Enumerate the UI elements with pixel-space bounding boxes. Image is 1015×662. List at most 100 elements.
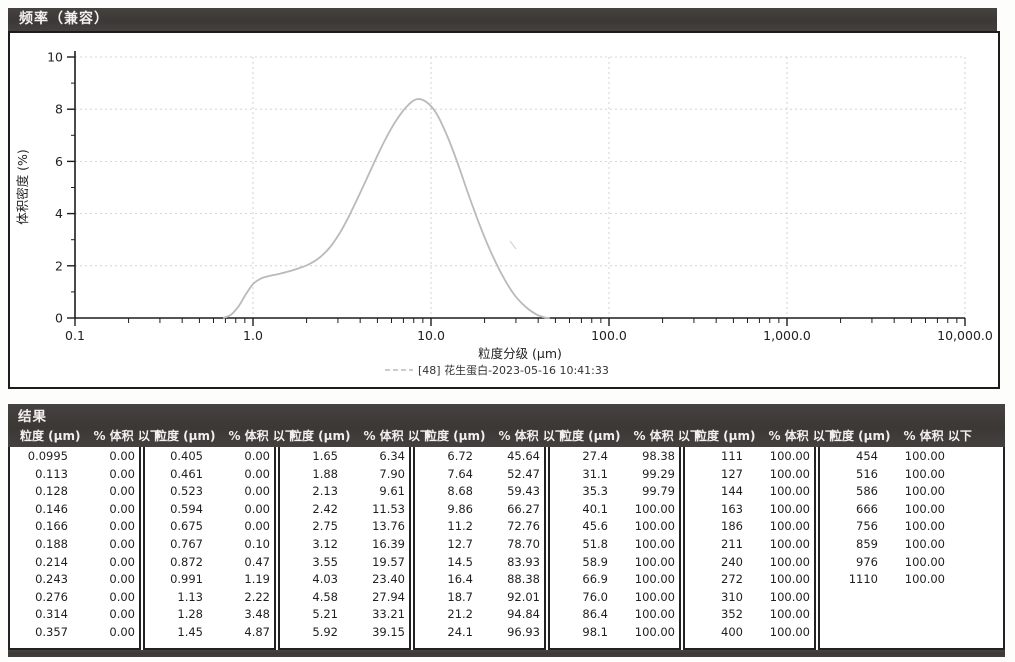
table-row: 35.3 99.79 (550, 483, 681, 501)
table-row: 2.13 9.61 (280, 483, 411, 501)
percent-cell: 83.93 (507, 554, 540, 569)
percent-cell: 100.00 (634, 624, 675, 639)
size-cell: 31.1 (582, 466, 608, 481)
percent-cell: 0.00 (109, 519, 135, 534)
table-row: 163 100.00 (685, 501, 816, 519)
percent-cell: 100.00 (904, 536, 945, 551)
table-row: 976 100.00 (820, 554, 951, 572)
percent-column-header: % 体积 以下 (903, 429, 972, 443)
table-row: 516 100.00 (820, 466, 951, 484)
size-cell: 352 (721, 607, 743, 622)
chart-title-bar: 频率（兼容） (8, 8, 997, 31)
size-cell: 0.128 (35, 484, 68, 499)
table-row: 666 100.00 (820, 501, 951, 519)
size-cell: 144 (721, 484, 743, 499)
table-row: 86.4 100.00 (550, 606, 681, 624)
column-group-header: 粒度 (μm) % 体积 以下 (818, 427, 1003, 444)
percent-cell: 1.19 (244, 572, 270, 587)
size-cell: 0.0995 (27, 449, 68, 463)
table-row: 586 100.00 (820, 483, 951, 501)
table-row: 240 100.00 (685, 554, 816, 572)
size-cell: 1.45 (177, 624, 203, 639)
size-cell: 14.5 (447, 554, 473, 569)
size-cell: 8.68 (447, 484, 473, 499)
table-row: 272 100.00 (685, 571, 816, 589)
size-cell: 211 (721, 536, 743, 551)
table-row: 9.86 66.27 (415, 501, 546, 519)
table-row: 0.357 0.00 (10, 624, 141, 642)
y-tick-label: 6 (55, 154, 63, 169)
results-header-bar: 结果 粒度 (μm)% 体积 以下 粒度 (μm)% 体积 以下 粒度 (μm)% … (8, 404, 1005, 447)
percent-column-header: % 体积 以下 (768, 429, 837, 443)
percent-cell: 100.00 (904, 484, 945, 499)
size-cell: 51.8 (582, 536, 608, 551)
size-cell: 0.188 (35, 536, 68, 551)
table-row: 18.7 92.01 (415, 589, 546, 607)
x-tick-label: 10.0 (417, 328, 445, 343)
percent-cell: 19.57 (372, 554, 405, 569)
table-row: 454 100.00 (820, 448, 951, 466)
size-cell: 0.314 (35, 607, 68, 622)
results-column-group: 0.405 0.00 0.461 0.00 0.523 0.00 0.594 0.00 0.67… (143, 447, 276, 650)
y-tick-label: 8 (55, 102, 63, 117)
size-cell: 7.64 (447, 466, 473, 481)
results-column-group: 0.0995 0.00 0.113 0.00 0.128 0.00 0.146 0.00 0.1… (8, 447, 141, 650)
percent-cell: 78.70 (507, 536, 540, 551)
column-group-header: 粒度 (μm) % 体积 以下 (413, 427, 567, 444)
table-row: 186 100.00 (685, 518, 816, 536)
table-row: 111 100.00 (685, 448, 816, 466)
percent-cell: 66.27 (507, 501, 540, 516)
table-row: 45.6 100.00 (550, 518, 681, 536)
size-cell: 35.3 (582, 484, 608, 499)
percent-cell: 100.00 (769, 554, 810, 569)
percent-cell: 100.00 (769, 501, 810, 516)
results-column-group: 454 100.00 516 100.00 586 100.00 666 100.00 756 1… (818, 447, 1005, 650)
percent-cell: 52.47 (507, 466, 540, 481)
table-row: 2.42 11.53 (280, 501, 411, 519)
percent-cell: 59.43 (507, 484, 540, 499)
table-row: 66.9 100.00 (550, 571, 681, 589)
size-cell: 58.9 (582, 554, 608, 569)
table-row: 12.7 78.70 (415, 536, 546, 554)
table-row: 0.146 0.00 (10, 501, 141, 519)
table-row: 8.68 59.43 (415, 483, 546, 501)
percent-cell: 27.94 (372, 589, 405, 604)
size-cell: 76.0 (582, 589, 608, 604)
table-row: 51.8 100.00 (550, 536, 681, 554)
percent-cell: 9.61 (379, 484, 405, 499)
percent-cell: 100.00 (634, 607, 675, 622)
percent-cell: 0.00 (109, 466, 135, 481)
percent-column-header: % 体积 以下 (363, 429, 432, 443)
size-cell: 0.767 (170, 536, 203, 551)
percent-cell: 100.00 (634, 554, 675, 569)
size-cell: 2.42 (312, 501, 338, 516)
table-row: 144 100.00 (685, 483, 816, 501)
table-row: 3.12 16.39 (280, 536, 411, 554)
results-title: 结果 (18, 409, 47, 425)
table-row: 0.675 0.00 (145, 518, 276, 536)
percent-cell: 4.87 (244, 624, 270, 639)
size-cell: 2.13 (312, 484, 338, 499)
size-cell: 1110 (848, 572, 878, 587)
percent-cell: 100.00 (634, 519, 675, 534)
table-row: 0.128 0.00 (10, 483, 141, 501)
size-cell: 3.12 (312, 536, 338, 551)
percent-cell: 0.00 (109, 554, 135, 569)
column-group-header: 粒度 (μm) % 体积 以下 (8, 427, 162, 444)
size-cell: 0.675 (170, 519, 203, 534)
size-cell: 40.1 (582, 501, 608, 516)
size-cell: 0.461 (170, 466, 203, 481)
size-cell: 111 (721, 449, 743, 463)
table-row: 98.1 100.00 (550, 624, 681, 642)
percent-cell: 100.00 (904, 501, 945, 516)
table-row: 31.1 99.29 (550, 466, 681, 484)
scan-artifact (509, 240, 517, 250)
percent-cell: 94.84 (507, 607, 540, 622)
table-row: 1110 100.00 (820, 571, 951, 589)
table-row: 0.594 0.00 (145, 501, 276, 519)
size-cell: 163 (721, 501, 743, 516)
percent-cell: 0.00 (244, 519, 270, 534)
table-row: 0.166 0.00 (10, 518, 141, 536)
size-cell: 586 (856, 484, 878, 499)
